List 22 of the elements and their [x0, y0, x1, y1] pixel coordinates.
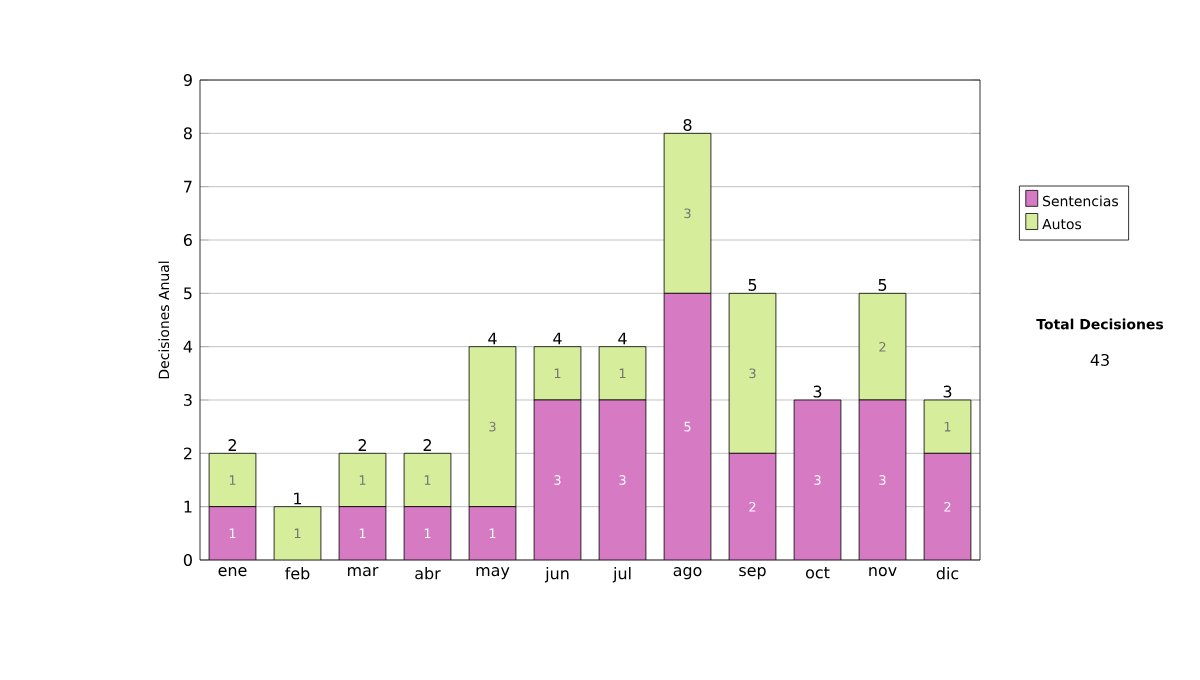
bar: [728, 292, 777, 454]
bar: [403, 452, 452, 508]
bar: [794, 400, 841, 560]
bar: [664, 293, 711, 560]
bar: [338, 452, 387, 508]
bar: [209, 506, 256, 560]
bar: [859, 400, 906, 560]
bar: [599, 400, 646, 560]
bar: [598, 346, 647, 401]
bar: [208, 452, 257, 508]
bar: [858, 292, 907, 401]
bar: [534, 400, 581, 560]
bar: [274, 506, 321, 560]
bar: [404, 506, 451, 560]
bar: [533, 346, 582, 401]
bar: [729, 453, 776, 560]
bar: [339, 506, 386, 560]
bar: [469, 506, 516, 560]
bar: [663, 132, 712, 294]
bar: [923, 452, 972, 560]
bar: [468, 346, 517, 508]
bar: [923, 399, 972, 454]
